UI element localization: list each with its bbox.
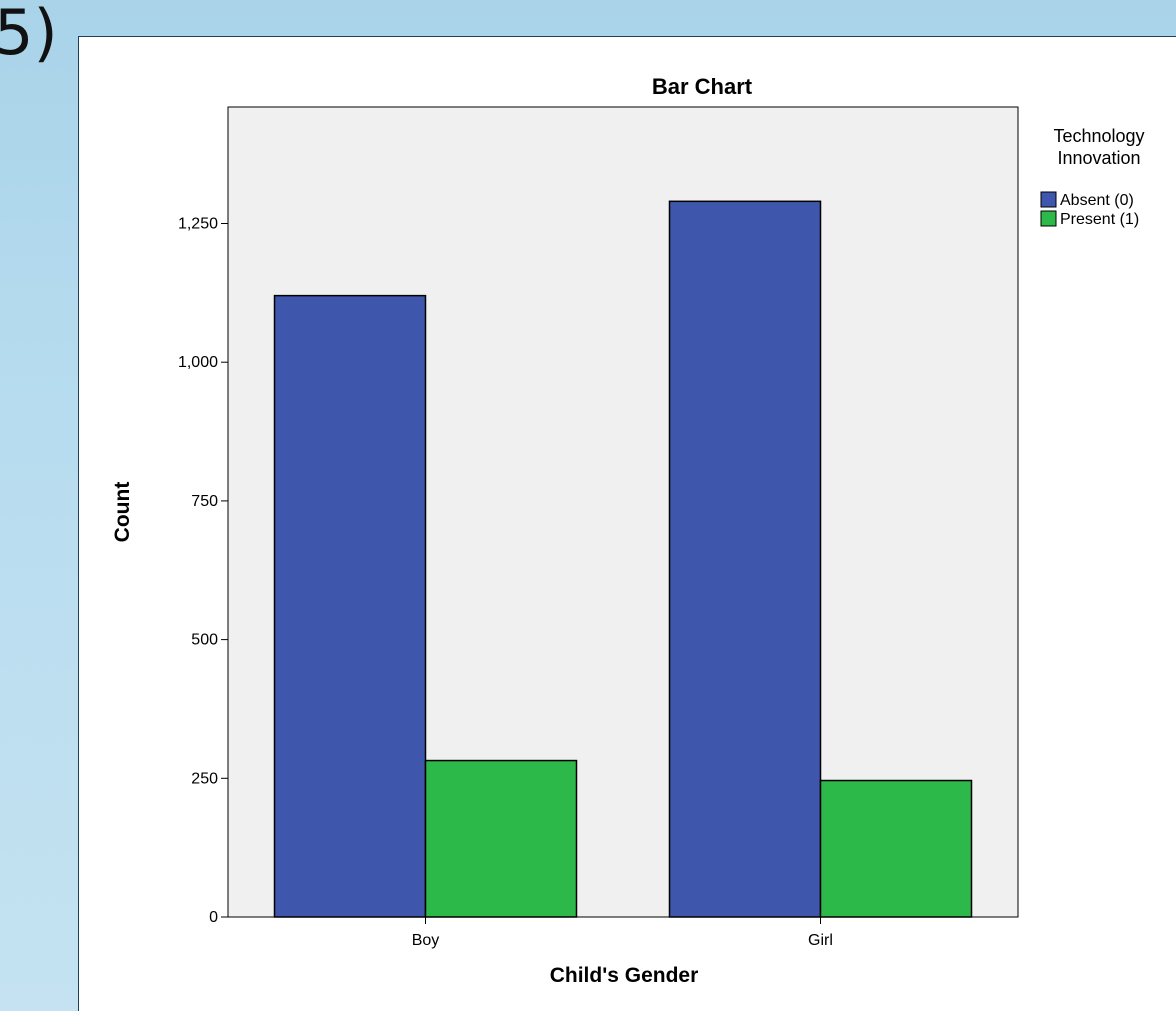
legend-swatch [1040,210,1057,227]
bar-boy-series-1 [424,759,578,918]
bars-group [273,200,973,918]
x-tick-label: Girl [808,932,833,949]
y-tick-label: 250 [191,770,218,787]
x-tick-label: Boy [412,932,440,949]
y-tick-label: 1,000 [178,354,218,371]
x-axis-title: Child's Gender [550,964,699,987]
legend-title-line-1: Technology [1053,126,1144,146]
y-axis-title: Count [111,482,134,543]
y-tick-label: 750 [191,493,218,510]
x-axis: Boy Girl [412,917,833,949]
bar-chart-svg: Bar Chart 0 250 500 750 1,000 1,250 Boy Girl C… [111,74,1145,987]
chart-container: Bar Chart 0 250 500 750 1,000 1,250 Boy Girl C… [78,36,1176,1011]
chart-title: Bar Chart [652,74,753,99]
bar-girl-series-1 [819,779,973,918]
bar-boy-series-0 [273,294,427,918]
bar-girl-series-0 [668,200,822,918]
legend-title-line-2: Innovation [1057,148,1140,168]
legend-label: Present (1) [1060,211,1139,228]
legend-swatch [1040,191,1057,208]
legend: Technology Innovation Absent (0) Present … [1040,126,1145,228]
legend-items: Absent (0) Present (1) [1040,191,1139,228]
y-tick-label: 500 [191,632,218,649]
slide-text-fragment: 5) [0,0,58,69]
legend-label: Absent (0) [1060,192,1134,209]
y-tick-label: 0 [209,909,218,926]
y-tick-label: 1,250 [178,216,218,233]
y-axis: 0 250 500 750 1,000 1,250 [178,216,228,926]
